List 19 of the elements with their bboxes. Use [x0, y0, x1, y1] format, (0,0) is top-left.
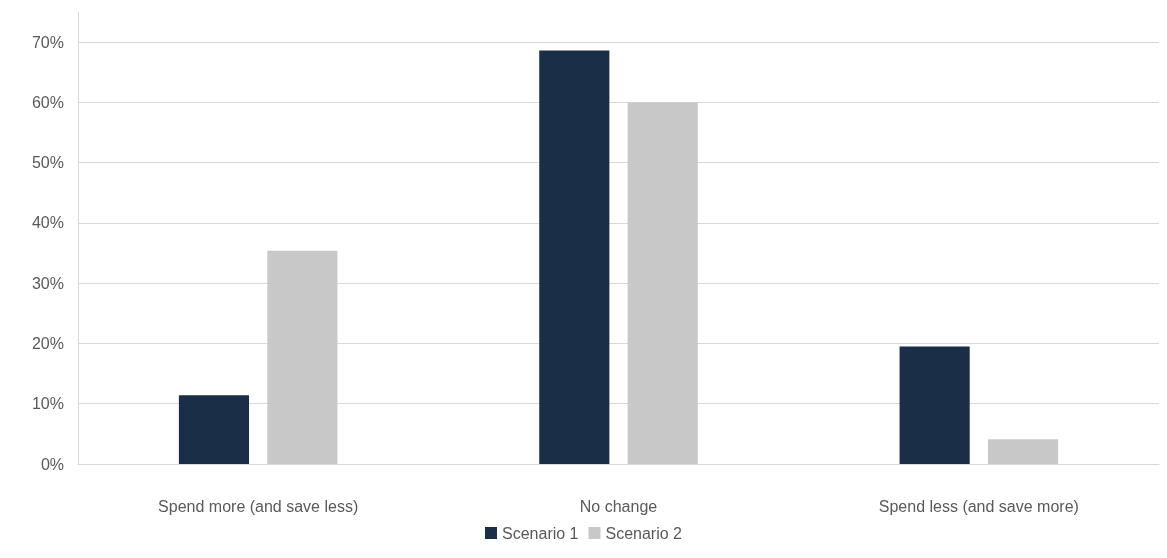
legend-label: Scenario 2 [605, 524, 683, 542]
bar [987, 439, 1059, 464]
bar [899, 346, 970, 464]
y-tick-label: 70% [31, 33, 64, 51]
x-tick-label: No change [579, 497, 658, 515]
bar [267, 250, 338, 464]
y-tick-label: 50% [31, 154, 64, 172]
y-tick-label: 0% [40, 455, 64, 473]
x-tick-label: Spend more (and save less) [158, 497, 359, 515]
legend-label: Scenario 1 [502, 524, 579, 542]
y-tick-label: 30% [31, 274, 64, 292]
bar [539, 50, 610, 464]
y-tick-label: 10% [31, 395, 64, 413]
bar [627, 102, 698, 464]
x-tick-label: Spend less (and save more) [878, 497, 1079, 515]
y-tick-label: 20% [31, 334, 64, 352]
y-tick-label: 40% [31, 214, 64, 232]
bar [178, 395, 250, 464]
y-tick-label: 60% [31, 93, 64, 111]
